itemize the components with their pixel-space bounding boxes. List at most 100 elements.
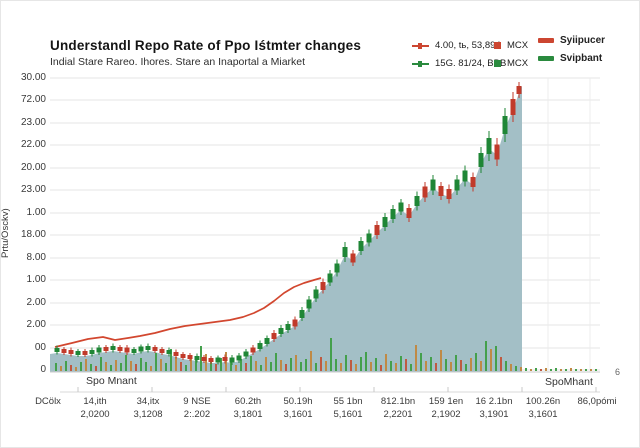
- trend-line: [54, 277, 322, 348]
- x-tick-line1: 50.19h: [283, 396, 313, 407]
- x-axis-tick-label: 812.1bn 2,2201: [366, 395, 430, 421]
- legend-item-series-1: 4.00, tь, 53,894: [412, 40, 501, 51]
- volume-bar: [215, 364, 217, 371]
- red-bar-swatch-icon: [538, 38, 554, 43]
- y-axis-tick-label: 23.00: [20, 184, 46, 195]
- x-tick-line1: 14,ith: [83, 396, 107, 407]
- volume-bar: [455, 355, 457, 371]
- volume-bar: [550, 369, 552, 371]
- x-tick-line2: 5,1601: [333, 409, 363, 420]
- x-tick-line1: 86,0pómi: [577, 396, 617, 407]
- price-candle: [510, 99, 516, 115]
- x-tick-line1: 16 2.1bn: [475, 396, 513, 407]
- y-axis-tick-label: 23.00: [20, 117, 46, 128]
- y-axis-tick-label: 0: [40, 364, 46, 375]
- volume-bar: [350, 360, 352, 371]
- red-line-swatch-icon: [412, 42, 429, 49]
- y-axis-tick-label: 18.00: [20, 229, 46, 240]
- volume-bar: [545, 368, 547, 371]
- legend-series-label: 4.00, tь, 53,894: [435, 40, 501, 51]
- price-candle: [374, 225, 380, 235]
- volume-bar: [535, 368, 537, 371]
- volume-bar: [490, 349, 492, 371]
- volume-bar: [190, 355, 192, 371]
- volume-bar: [390, 361, 392, 371]
- y-axis-tick-label: 20.00: [20, 162, 46, 173]
- price-candle: [334, 263, 340, 273]
- green-square-swatch-icon: [494, 60, 501, 67]
- price-candle: [82, 351, 88, 355]
- x-tick-line2: 2,1902: [431, 409, 461, 420]
- volume-bar: [580, 369, 582, 371]
- volume-bar: [505, 361, 507, 371]
- volume-bar: [80, 362, 82, 371]
- volume-bar: [175, 357, 177, 371]
- price-candle: [478, 153, 484, 167]
- volume-bar: [230, 362, 232, 371]
- legend-item-name-2: Svipbant: [538, 53, 602, 64]
- volume-bar: [55, 363, 57, 371]
- price-candle: [494, 144, 500, 160]
- volume-bar: [520, 367, 522, 371]
- volume-bar: [225, 352, 227, 371]
- price-candle: [222, 357, 228, 361]
- y-axis-tick-label: 72.00: [20, 94, 46, 105]
- volume-bar: [265, 357, 267, 371]
- volume-bar: [85, 359, 87, 371]
- volume-bar: [185, 365, 187, 371]
- volume-bar: [365, 352, 367, 371]
- price-candle: [208, 358, 214, 362]
- price-candle: [278, 328, 284, 334]
- price-candle: [180, 354, 186, 358]
- price-candle: [382, 217, 388, 227]
- volume-bar: [100, 357, 102, 371]
- volume-bar: [140, 358, 142, 371]
- price-candle: [159, 349, 165, 353]
- legend-name-label: Svipbant: [560, 53, 603, 64]
- volume-bar: [270, 362, 272, 371]
- volume-bar: [555, 368, 557, 371]
- volume-bar: [400, 356, 402, 371]
- y-axis-tick-label: 1.00: [26, 274, 46, 285]
- volume-bar: [315, 363, 317, 371]
- volume-bar: [145, 362, 147, 371]
- price-candle: [145, 346, 151, 350]
- legend-series-label: 15G. 81/24, BBB: [435, 58, 507, 69]
- price-candle: [138, 346, 144, 352]
- volume-bar: [180, 362, 182, 371]
- price-candle: [470, 177, 476, 187]
- volume-bar: [570, 368, 572, 371]
- volume-bar: [235, 365, 237, 371]
- volume-bar: [130, 361, 132, 371]
- x-tick-line2: 3,1901: [479, 409, 509, 420]
- volume-bar: [465, 364, 467, 371]
- volume-bar: [285, 364, 287, 371]
- x-tick-line1: 100.26n: [525, 396, 561, 407]
- volume-bar: [450, 362, 452, 371]
- corner-note: 6: [615, 367, 621, 377]
- price-candle: [358, 241, 364, 251]
- price-candle: [502, 116, 508, 134]
- volume-bar: [275, 353, 277, 371]
- price-candle: [61, 349, 67, 353]
- volume-bar: [495, 346, 497, 371]
- price-candle: [516, 86, 522, 94]
- volume-bar: [540, 369, 542, 371]
- price-candle: [320, 282, 326, 290]
- price-candle: [398, 202, 404, 212]
- y-axis-tick-label: 30.00: [20, 72, 46, 83]
- volume-bar: [335, 359, 337, 371]
- chart-subtitle: Indial Stare Rareo. Ihores. Stare an Ina…: [50, 56, 306, 68]
- volume-bar: [425, 361, 427, 371]
- volume-bar: [435, 363, 437, 371]
- price-candle: [194, 356, 200, 360]
- volume-bar: [155, 353, 157, 371]
- y-axis-tick-label: 00: [34, 342, 46, 353]
- x-tick-line2: 3,1601: [283, 409, 313, 420]
- volume-bar: [585, 369, 587, 371]
- x-tick-line1: 9 NSE: [183, 396, 211, 407]
- x-tick-line1: DCölx: [35, 396, 61, 407]
- x-tick-line2: 3,1801: [233, 409, 263, 420]
- volume-bar: [95, 366, 97, 371]
